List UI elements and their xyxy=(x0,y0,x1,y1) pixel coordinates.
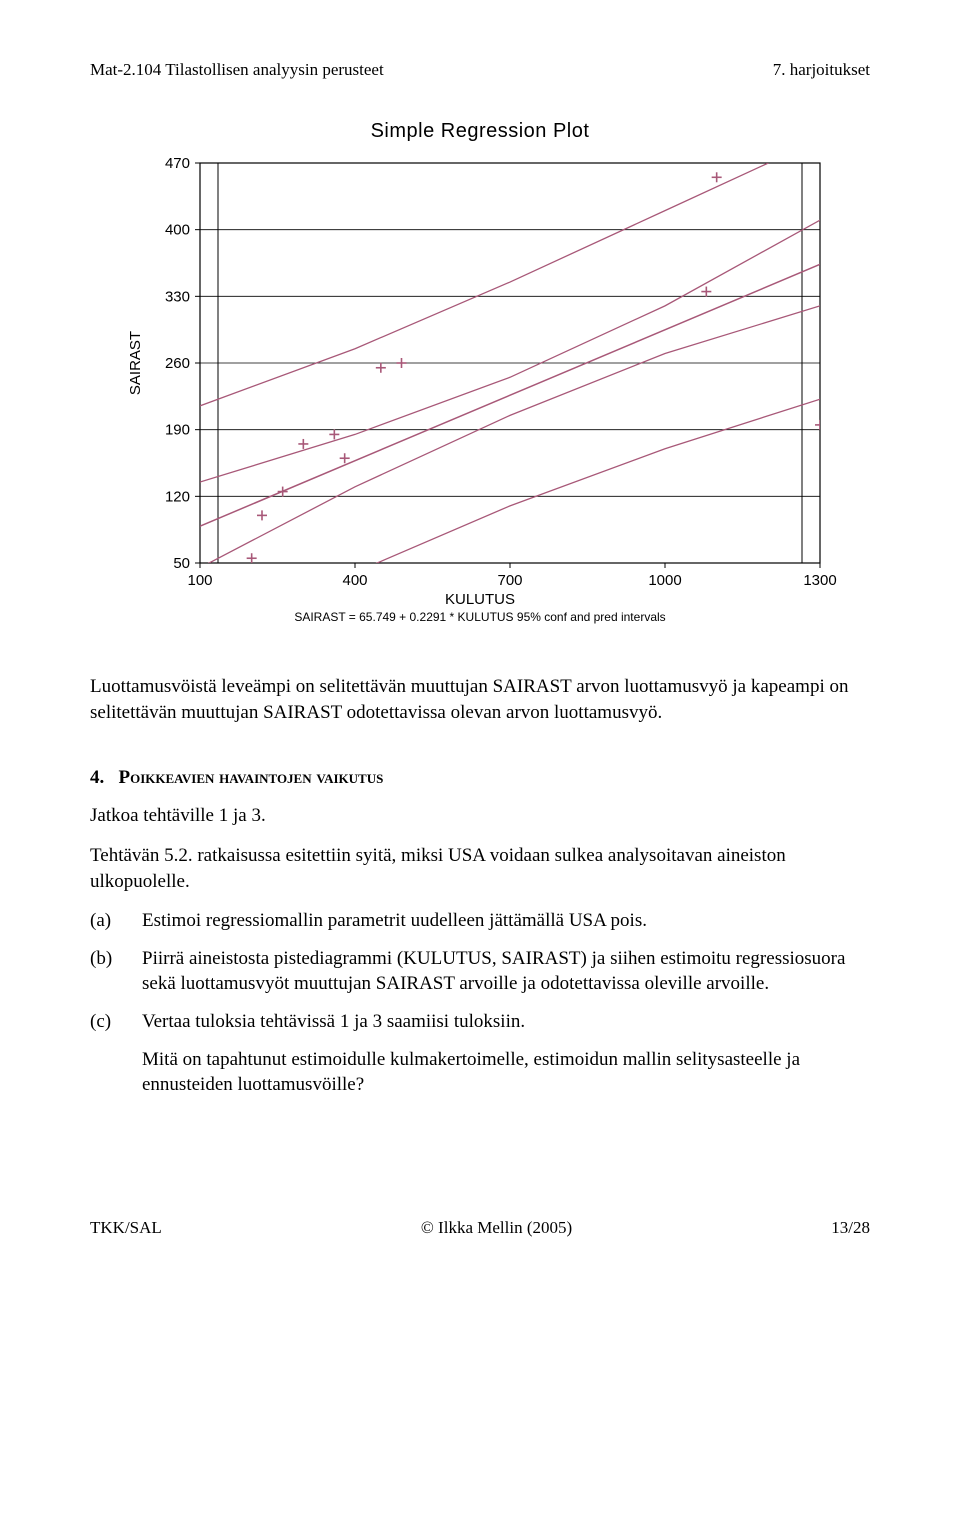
intro-paragraph: Luottamusvöistä leveämpi on selitettävän… xyxy=(90,674,870,725)
section-4-closing: Mitä on tapahtunut estimoidulle kulmaker… xyxy=(90,1047,870,1098)
footer-center: © Ilkka Mellin (2005) xyxy=(421,1218,572,1238)
list-item-label: (b) xyxy=(90,946,142,997)
regression-chart: Simple Regression Plot 50 120 190 260 330 400… xyxy=(120,120,840,624)
section-4-list: (a)Estimoi regressiomallin parametrit uu… xyxy=(90,908,870,1035)
svg-text:400: 400 xyxy=(165,222,190,239)
section-4-heading: 4. Poikkeavien havaintojen vaikutus xyxy=(90,767,870,789)
chart-title: Simple Regression Plot xyxy=(120,120,840,143)
svg-text:120: 120 xyxy=(165,488,190,505)
svg-text:700: 700 xyxy=(497,572,522,589)
svg-text:50: 50 xyxy=(173,555,190,572)
chart-equation: SAIRAST = 65.749 + 0.2291 * KULUTUS 95% … xyxy=(120,610,840,624)
svg-text:1000: 1000 xyxy=(648,572,681,589)
chart-xlabel: KULUTUS xyxy=(120,591,840,608)
chart-svg: 50 120 190 260 330 400 470 100 400 700 1000 1300 SAI… xyxy=(120,153,840,593)
svg-text:260: 260 xyxy=(165,355,190,372)
svg-text:400: 400 xyxy=(342,572,367,589)
svg-text:470: 470 xyxy=(165,155,190,172)
page-footer: TKK/SAL © Ilkka Mellin (2005) 13/28 xyxy=(90,1218,870,1238)
svg-text:100: 100 xyxy=(187,572,212,589)
svg-text:SAIRAST: SAIRAST xyxy=(127,331,144,395)
list-item: (b)Piirrä aineistosta pistediagrammi (KU… xyxy=(90,946,870,997)
svg-text:1300: 1300 xyxy=(803,572,836,589)
list-item-text: Vertaa tuloksia tehtävissä 1 ja 3 saamii… xyxy=(142,1009,870,1035)
svg-text:330: 330 xyxy=(165,288,190,305)
list-item-text: Estimoi regressiomallin parametrit uudel… xyxy=(142,908,870,934)
list-item: (a)Estimoi regressiomallin parametrit uu… xyxy=(90,908,870,934)
section-4-title: Poikkeavien havaintojen vaikutus xyxy=(119,767,384,788)
header-right: 7. harjoitukset xyxy=(773,60,870,80)
footer-right: 13/28 xyxy=(831,1218,870,1238)
svg-text:190: 190 xyxy=(165,422,190,439)
list-item-label: (a) xyxy=(90,908,142,934)
page-header: Mat-2.104 Tilastollisen analyysin perust… xyxy=(90,60,870,80)
section-4-number: 4. xyxy=(90,767,104,788)
list-item-text: Piirrä aineistosta pistediagrammi (KULUT… xyxy=(142,946,870,997)
list-item-label: (c) xyxy=(90,1009,142,1035)
header-left: Mat-2.104 Tilastollisen analyysin perust… xyxy=(90,60,384,80)
footer-left: TKK/SAL xyxy=(90,1218,162,1238)
section-4-p2: Tehtävän 5.2. ratkaisussa esitettiin syi… xyxy=(90,843,870,894)
list-item: (c)Vertaa tuloksia tehtävissä 1 ja 3 saa… xyxy=(90,1009,870,1035)
section-4-p1: Jatkoa tehtäville 1 ja 3. xyxy=(90,803,870,829)
